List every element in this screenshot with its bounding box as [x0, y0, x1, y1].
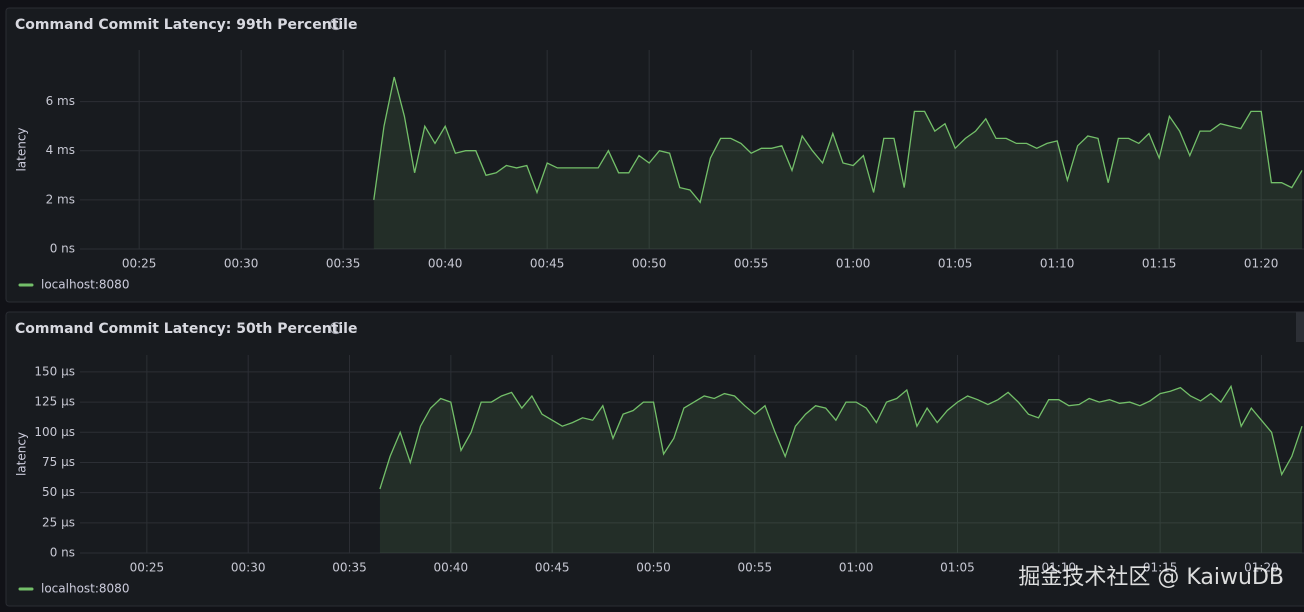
legend-label: localhost:8080: [41, 278, 129, 292]
y-tick-label: 0 ns: [50, 546, 75, 560]
series-area: [373, 77, 1302, 249]
y-tick-label: 50 µs: [42, 485, 75, 499]
info-icon[interactable]: [329, 321, 343, 335]
x-tick-label: 00:35: [332, 561, 367, 575]
x-tick-label: 01:05: [938, 257, 973, 271]
panel: [5, 311, 1304, 607]
watermark: 掘金技术社区 @ KaiwuDB: [1018, 565, 1284, 590]
x-tick-label: 01:05: [940, 561, 975, 575]
x-tick-label: 01:20: [1244, 561, 1279, 575]
x-tick-label: 00:55: [738, 561, 773, 575]
x-tick-label: 00:45: [530, 257, 565, 271]
x-tick-label: 01:15: [1143, 561, 1178, 575]
y-tick-label: 6 ms: [46, 94, 75, 108]
legend-label: localhost:8080: [41, 582, 129, 596]
x-tick-label: 00:40: [434, 561, 469, 575]
x-tick-label: 01:20: [1244, 257, 1279, 271]
x-tick-label: 01:15: [1142, 257, 1177, 271]
y-tick-label: 75 µs: [42, 455, 75, 469]
x-tick-label: 00:30: [224, 257, 259, 271]
y-tick-label: 100 µs: [34, 425, 75, 439]
y-tick-label: 0 ns: [50, 242, 75, 256]
x-tick-label: 01:00: [839, 561, 874, 575]
panel-title: Command Commit Latency: 50th Percentile: [15, 321, 357, 337]
info-icon[interactable]: [329, 17, 343, 31]
x-tick-label: 01:10: [1040, 257, 1075, 271]
series-area: [379, 386, 1302, 553]
x-tick-label: 00:55: [734, 257, 769, 271]
y-axis-label: latency: [15, 432, 29, 476]
y-axis-label: latency: [15, 127, 29, 171]
panel-title: Command Commit Latency: 99th Percentile: [15, 17, 357, 33]
series-line: [379, 384, 1303, 490]
y-tick-label: 125 µs: [34, 395, 75, 409]
x-tick-label: 00:25: [122, 257, 157, 271]
x-tick-label: 00:25: [130, 561, 165, 575]
x-tick-label: 00:35: [326, 257, 361, 271]
x-tick-label: 00:50: [636, 561, 671, 575]
series-line: [373, 76, 1303, 204]
x-tick-label: 00:40: [428, 257, 463, 271]
x-tick-label: 00:30: [231, 561, 266, 575]
x-tick-label: 00:50: [632, 257, 667, 271]
y-tick-label: 2 ms: [46, 192, 75, 206]
plots: 0 ns 2 ms 4 ms 6 ms 00:25 00:30 00:35 00:40 00:4…: [15, 50, 1304, 596]
x-tick-label: 01:00: [836, 257, 871, 271]
x-tick-label: 00:45: [535, 561, 570, 575]
x-tick-label: 01:10: [1041, 561, 1076, 575]
y-tick-label: 150 µs: [34, 364, 75, 378]
y-tick-label: 25 µs: [42, 515, 75, 529]
y-tick-label: 4 ms: [46, 143, 75, 157]
scrollbar[interactable]: [1296, 312, 1304, 342]
